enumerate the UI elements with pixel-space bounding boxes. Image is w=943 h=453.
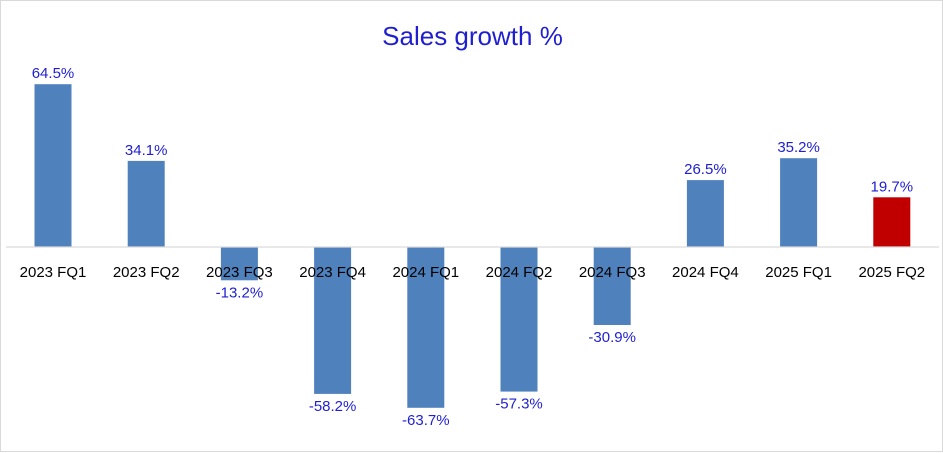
- x-tick-label: 2023 FQ4: [299, 264, 366, 281]
- chart-title: Sales growth %: [382, 21, 563, 51]
- data-label: -13.2%: [216, 284, 264, 301]
- x-tick-label: 2024 FQ1: [392, 264, 459, 281]
- x-tick-label: 2023 FQ1: [20, 264, 87, 281]
- bar-2023-fq3: [220, 247, 258, 281]
- x-tick-label: 2024 FQ4: [672, 264, 739, 281]
- bar-2024-fq2: [500, 247, 538, 392]
- data-label: -57.3%: [495, 396, 543, 413]
- data-label: 64.5%: [32, 65, 75, 82]
- x-tick-label: 2024 FQ2: [486, 264, 553, 281]
- bar-2025-fq1: [780, 158, 818, 247]
- bar-2024-fq1: [407, 247, 445, 408]
- data-label: -58.2%: [309, 398, 357, 415]
- x-tick-label: 2024 FQ3: [579, 264, 646, 281]
- bar-2025-fq2: [873, 197, 911, 247]
- data-label: 19.7%: [871, 178, 914, 195]
- data-label: 35.2%: [777, 139, 820, 156]
- bar-2023-fq2: [127, 160, 165, 247]
- x-tick-label: 2025 FQ2: [858, 264, 925, 281]
- bar-2024-fq4: [686, 180, 724, 247]
- bar-2023-fq1: [34, 84, 72, 247]
- data-label: -30.9%: [588, 329, 636, 346]
- bar-2023-fq4: [314, 247, 352, 394]
- data-label: 34.1%: [125, 142, 168, 159]
- x-tick-label: 2025 FQ1: [765, 264, 832, 281]
- data-label: -63.7%: [402, 412, 450, 429]
- x-tick-label: 2023 FQ3: [206, 264, 273, 281]
- data-label: 26.5%: [684, 161, 727, 178]
- x-tick-label: 2023 FQ2: [113, 264, 180, 281]
- bar-2024-fq3: [593, 247, 631, 325]
